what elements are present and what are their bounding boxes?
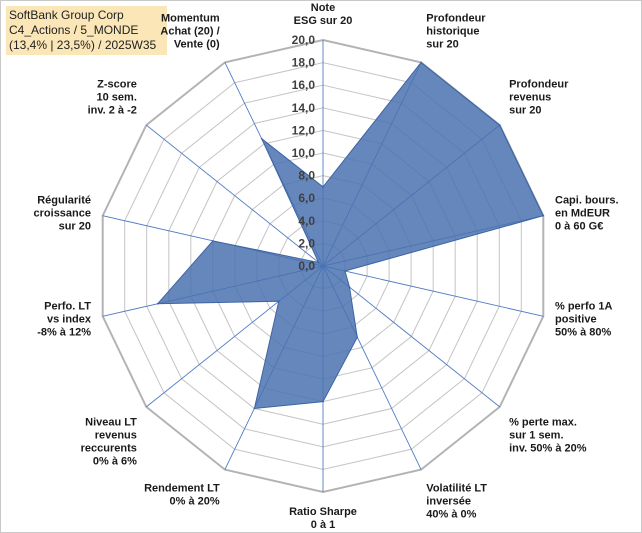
axis-label-line: inversée (426, 495, 471, 507)
series-point-3 (542, 214, 545, 217)
axis-label-line: inv. 2 à -2 (88, 105, 137, 117)
series-point-0 (322, 186, 324, 188)
axis-label-line: Régularité (37, 195, 91, 207)
axis-label-4: % perfo 1A positive 50% à 80% (555, 301, 613, 339)
axis-label-2: Profondeur revenus sur 20 (509, 79, 569, 117)
axis-label-line: sur 20 (59, 221, 91, 233)
axis-label-13: Momentum Achat (20) / Vente (0) (160, 13, 220, 51)
axis-label-5: % perte max. sur 1 sem. inv. 50% à 20% (509, 416, 587, 454)
axis-label-line: Vente (0) (174, 39, 220, 51)
axis-label-line: Ratio Sharpe (289, 506, 357, 518)
tick-label: 8,0 (298, 169, 315, 183)
axis-label-line: Rendement LT (144, 482, 220, 494)
axis-label-7: Ratio Sharpe 0 à 1 (289, 506, 357, 531)
series-point-12 (317, 261, 320, 264)
company-name: SoftBank Group Corp (9, 8, 124, 22)
series-point-11 (212, 240, 214, 242)
axis-label-11: Régularité croissance sur 20 (34, 195, 91, 233)
axis-label-3: Capi. bours. en MdEUR 0 à 60 G€ (555, 195, 619, 233)
axis-label-line: vs index (47, 314, 92, 326)
spoke-12 (146, 124, 324, 267)
axis-label-line: -8% à 12% (37, 327, 91, 339)
axis-label-line: Z-score (97, 79, 137, 91)
tick-label: 10,0 (292, 146, 316, 160)
series-point-6 (356, 336, 359, 339)
radar-series (156, 61, 545, 410)
axis-label-line: 0 à 1 (311, 519, 335, 531)
axis-label-line: 0 à 60 G€ (555, 221, 603, 233)
spoke-5 (322, 265, 500, 408)
tick-label: 18,0 (292, 56, 316, 70)
tick-label: 6,0 (298, 191, 315, 205)
axis-label-line: revenus (95, 429, 137, 441)
axis-label-line: 0% à 6% (93, 455, 137, 467)
series-point-9 (278, 300, 280, 303)
tick-label: 16,0 (292, 78, 316, 92)
axis-label-1: Profondeur historique sur 20 (426, 13, 486, 51)
axis-label-line: Capi. bours. (555, 195, 619, 207)
axis-label-line: Niveau LT (85, 416, 137, 428)
series-point-10 (156, 302, 159, 305)
tick-label: 12,0 (292, 123, 316, 137)
axis-label-line: Achat (20) / (160, 26, 219, 38)
axis-label-line: Profondeur (509, 79, 569, 91)
chart-header: SoftBank Group Corp C4_Actions / 5_MONDE… (6, 6, 167, 55)
axis-label-line: 50% à 80% (555, 327, 611, 339)
axis-label-12: Z-score 10 sem. inv. 2 à -2 (88, 79, 137, 117)
axis-label-line: sur 1 sem. (509, 429, 563, 441)
axis-label-line: sur 20 (509, 105, 541, 117)
series-point-5 (348, 286, 351, 288)
axis-label-line: 0% à 20% (170, 495, 220, 507)
axis-label-line: inv. 50% à 20% (509, 442, 587, 454)
axis-label-line: Perfo. LT (44, 301, 91, 313)
axis-label-10: Perfo. LT vs index -8% à 12% (37, 301, 92, 339)
axis-label-line: Volatilité LT (426, 482, 487, 494)
axis-label-line: Momentum (161, 13, 220, 25)
tick-label: 14,0 (292, 101, 316, 115)
tick-label: 0,0 (298, 259, 315, 273)
axis-label-line: ESG sur 20 (294, 15, 353, 27)
axis-label-line: reccurents (81, 442, 137, 454)
axis-label-line: % perfo 1A (555, 301, 613, 313)
series-point-7 (322, 400, 324, 403)
radar-axis-labels: Note ESG sur 20 Profondeur historique sur 20… (34, 2, 619, 531)
axis-label-9: Niveau LT revenus reccurents 0% à 6% (81, 416, 138, 467)
axis-label-8: Rendement LT 0% à 20% (144, 482, 220, 507)
axis-label-line: Profondeur (426, 13, 486, 25)
series-point-8 (253, 407, 256, 410)
tick-label: 4,0 (298, 214, 315, 228)
series-point-2 (498, 124, 501, 126)
series-point-13 (260, 137, 263, 140)
axis-label-line: % perte max. (509, 416, 577, 428)
axis-label-line: positive (555, 314, 597, 326)
period-label: (13,4% | 23,5%) / 2025W35 (9, 38, 157, 52)
category-label: C4_Actions / 5_MONDE (9, 23, 139, 37)
axis-label-line: revenus (509, 92, 551, 104)
axis-label-line: Note (311, 2, 335, 14)
radar-tick-labels: 0,0 2,0 4,0 6,0 8,0 10,0 12,0 14,0 16,0 18,0 20,0 (292, 33, 316, 273)
axis-label-line: historique (426, 26, 479, 38)
spoke-4 (322, 265, 544, 317)
tick-label: 20,0 (292, 33, 316, 47)
axis-label-line: 40% à 0% (426, 508, 476, 520)
axis-label-line: en MdEUR (555, 208, 610, 220)
tick-label: 2,0 (298, 236, 315, 250)
axis-label-line: croissance (34, 208, 91, 220)
axis-label-0: Note ESG sur 20 (294, 2, 353, 27)
axis-label-line: sur 20 (426, 39, 458, 51)
series-point-1 (420, 61, 422, 64)
series-point-4 (344, 270, 346, 272)
axis-label-line: 10 sem. (97, 92, 137, 104)
axis-label-6: Volatilité LT inversée 40% à 0% (426, 482, 487, 520)
